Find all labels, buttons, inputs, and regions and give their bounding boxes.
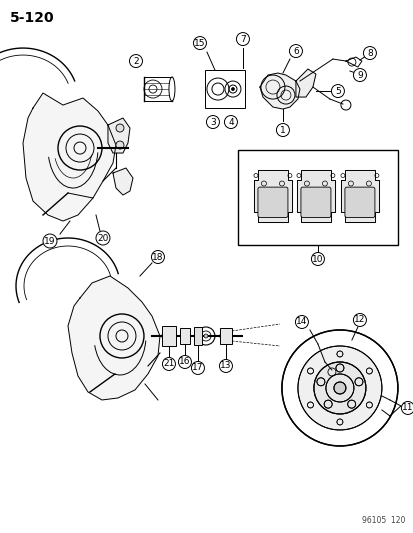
Circle shape bbox=[276, 124, 289, 136]
Text: 21: 21 bbox=[163, 359, 174, 368]
FancyBboxPatch shape bbox=[300, 187, 330, 217]
Bar bbox=[161, 326, 176, 346]
Circle shape bbox=[401, 401, 413, 415]
Text: 2: 2 bbox=[133, 56, 138, 66]
Text: 16: 16 bbox=[179, 358, 190, 367]
Ellipse shape bbox=[169, 77, 175, 101]
Text: 6: 6 bbox=[292, 46, 298, 55]
Polygon shape bbox=[296, 169, 334, 222]
Text: 5: 5 bbox=[334, 86, 340, 95]
Circle shape bbox=[116, 124, 123, 132]
Text: 14: 14 bbox=[296, 318, 307, 327]
Circle shape bbox=[178, 356, 191, 368]
Text: 5-120: 5-120 bbox=[10, 11, 55, 25]
FancyBboxPatch shape bbox=[344, 187, 374, 217]
Bar bbox=[193, 327, 202, 345]
Text: 17: 17 bbox=[192, 364, 203, 373]
Text: 10: 10 bbox=[311, 254, 323, 263]
Polygon shape bbox=[253, 169, 291, 222]
Bar bbox=[144, 77, 171, 101]
Polygon shape bbox=[113, 168, 133, 195]
Text: 18: 18 bbox=[152, 253, 163, 262]
Text: 11: 11 bbox=[401, 403, 413, 413]
Text: 19: 19 bbox=[44, 237, 56, 246]
Text: 9: 9 bbox=[356, 70, 362, 79]
Text: 7: 7 bbox=[240, 35, 245, 44]
Circle shape bbox=[331, 85, 344, 98]
Circle shape bbox=[289, 45, 302, 58]
Bar bbox=[180, 328, 190, 344]
Polygon shape bbox=[108, 118, 130, 153]
Circle shape bbox=[151, 251, 164, 263]
Polygon shape bbox=[259, 73, 299, 109]
Circle shape bbox=[96, 231, 110, 245]
Circle shape bbox=[353, 69, 366, 82]
Circle shape bbox=[204, 334, 207, 338]
Circle shape bbox=[43, 234, 57, 248]
Circle shape bbox=[129, 54, 142, 68]
Polygon shape bbox=[23, 93, 116, 221]
Text: 8: 8 bbox=[366, 49, 372, 58]
Circle shape bbox=[116, 141, 123, 149]
Bar bbox=[204, 70, 244, 108]
Text: 13: 13 bbox=[220, 361, 231, 370]
Text: 15: 15 bbox=[194, 38, 205, 47]
Circle shape bbox=[353, 313, 366, 327]
Circle shape bbox=[295, 316, 308, 328]
Circle shape bbox=[311, 253, 324, 265]
Text: 1: 1 bbox=[279, 126, 285, 134]
Circle shape bbox=[162, 358, 175, 370]
Circle shape bbox=[236, 33, 249, 45]
Circle shape bbox=[206, 116, 219, 128]
Polygon shape bbox=[340, 169, 378, 222]
Circle shape bbox=[191, 361, 204, 375]
Circle shape bbox=[224, 116, 237, 128]
Bar bbox=[219, 328, 231, 344]
Circle shape bbox=[231, 87, 234, 91]
Polygon shape bbox=[68, 276, 159, 400]
Text: 96105  120: 96105 120 bbox=[361, 516, 404, 525]
Text: 3: 3 bbox=[209, 118, 215, 126]
FancyBboxPatch shape bbox=[257, 187, 287, 217]
Circle shape bbox=[313, 362, 365, 414]
Text: 20: 20 bbox=[97, 233, 108, 243]
Text: 12: 12 bbox=[354, 316, 365, 325]
Circle shape bbox=[219, 359, 232, 373]
Circle shape bbox=[363, 46, 375, 60]
Text: 4: 4 bbox=[228, 118, 233, 126]
Polygon shape bbox=[295, 69, 315, 97]
Bar bbox=[237, 150, 397, 245]
Circle shape bbox=[333, 382, 345, 394]
Circle shape bbox=[193, 37, 206, 50]
